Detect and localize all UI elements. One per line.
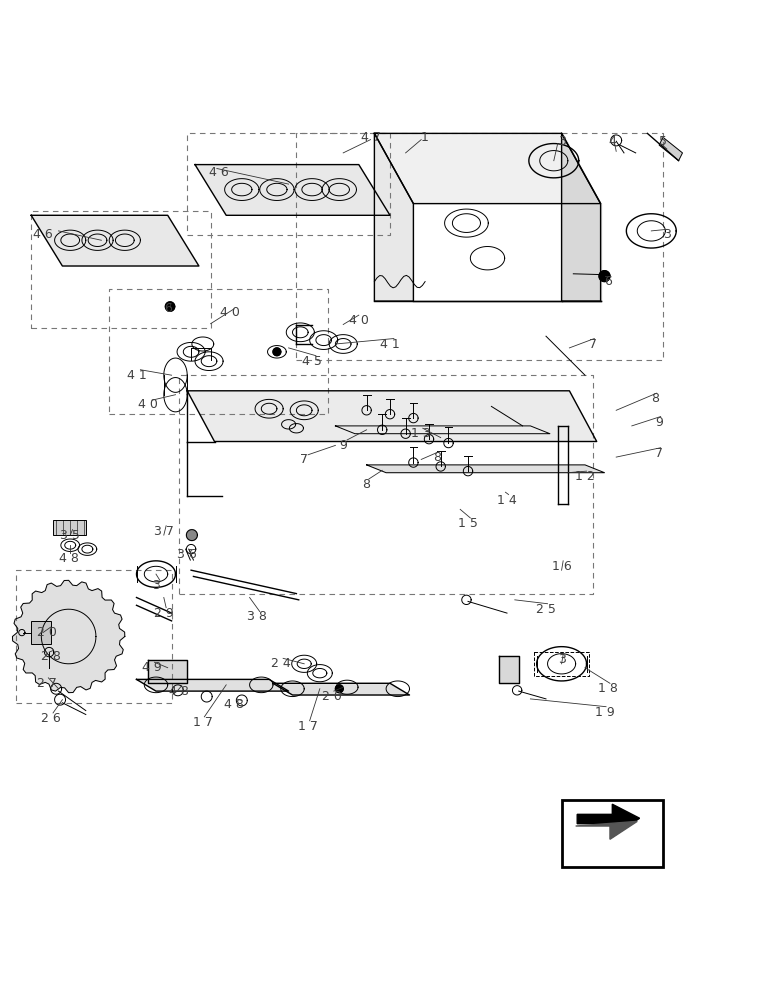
Text: 4 5: 4 5 <box>302 355 322 368</box>
Text: 1 7: 1 7 <box>298 720 318 733</box>
Text: 4 9: 4 9 <box>142 661 162 674</box>
Text: 9: 9 <box>339 439 347 452</box>
Polygon shape <box>273 683 410 695</box>
Text: 2 0: 2 0 <box>321 690 342 703</box>
Text: 6: 6 <box>164 302 172 315</box>
Text: 4 6: 4 6 <box>33 228 53 241</box>
Text: 2 4: 2 4 <box>271 657 291 670</box>
Text: 8: 8 <box>433 451 441 464</box>
Text: 8: 8 <box>651 392 659 405</box>
Text: 3 8: 3 8 <box>247 610 268 624</box>
Text: 2 5: 2 5 <box>536 603 556 616</box>
Text: 1 4: 1 4 <box>497 493 517 506</box>
Text: 4 8: 4 8 <box>169 685 190 698</box>
Text: 1: 1 <box>421 131 429 144</box>
Text: 4 1: 4 1 <box>126 369 147 382</box>
Polygon shape <box>335 426 550 434</box>
Text: 5: 5 <box>659 135 667 148</box>
Polygon shape <box>165 302 175 311</box>
Polygon shape <box>562 133 601 301</box>
Text: 6: 6 <box>604 275 612 288</box>
Text: 3: 3 <box>558 653 565 666</box>
Text: 3: 3 <box>663 228 671 241</box>
Polygon shape <box>335 685 343 693</box>
Text: 3 5: 3 5 <box>60 529 80 542</box>
Text: 1 5: 1 5 <box>458 517 478 530</box>
Polygon shape <box>186 530 197 541</box>
Text: 7: 7 <box>300 453 308 466</box>
Polygon shape <box>562 800 663 867</box>
Polygon shape <box>195 165 390 215</box>
Text: 2 7: 2 7 <box>37 677 57 690</box>
Text: 3 6: 3 6 <box>177 548 197 561</box>
Text: 4 1: 4 1 <box>380 338 400 351</box>
Polygon shape <box>659 137 682 161</box>
Polygon shape <box>374 133 601 204</box>
Text: 2 0: 2 0 <box>37 626 57 639</box>
Polygon shape <box>53 520 86 535</box>
Text: 1 9: 1 9 <box>594 706 615 719</box>
Text: 4 7: 4 7 <box>360 131 381 144</box>
Text: 4 8: 4 8 <box>58 552 79 565</box>
Text: 8: 8 <box>363 478 370 491</box>
Text: 1 8: 1 8 <box>598 682 619 695</box>
Polygon shape <box>367 465 604 473</box>
Text: 3: 3 <box>152 579 160 592</box>
Text: 1 6: 1 6 <box>551 560 572 573</box>
Text: 2 6: 2 6 <box>41 712 61 725</box>
Polygon shape <box>187 391 597 442</box>
Text: 4 0: 4 0 <box>220 306 240 319</box>
Text: 3 7: 3 7 <box>154 525 174 538</box>
Text: 4 0: 4 0 <box>349 314 369 327</box>
Polygon shape <box>599 271 610 282</box>
Polygon shape <box>148 660 187 683</box>
Polygon shape <box>136 679 289 691</box>
Polygon shape <box>499 656 519 683</box>
Text: 4 8: 4 8 <box>224 698 244 711</box>
Text: 1 3: 1 3 <box>411 427 431 440</box>
Text: 4 6: 4 6 <box>208 166 229 179</box>
Text: 1 7: 1 7 <box>193 716 213 729</box>
Polygon shape <box>577 804 640 837</box>
Polygon shape <box>31 215 199 266</box>
Text: 9: 9 <box>655 416 663 429</box>
Polygon shape <box>31 621 51 644</box>
Text: 1 2: 1 2 <box>575 470 595 483</box>
Text: 4 0: 4 0 <box>138 398 158 411</box>
Text: 4: 4 <box>608 135 616 148</box>
Text: 7: 7 <box>655 447 663 460</box>
Text: 2 9: 2 9 <box>154 607 174 620</box>
Polygon shape <box>12 580 125 693</box>
Polygon shape <box>576 821 637 839</box>
Text: 2 8: 2 8 <box>41 650 61 662</box>
Polygon shape <box>273 348 281 356</box>
Polygon shape <box>374 133 413 301</box>
Text: 3: 3 <box>558 135 565 148</box>
Text: 7: 7 <box>589 338 597 351</box>
